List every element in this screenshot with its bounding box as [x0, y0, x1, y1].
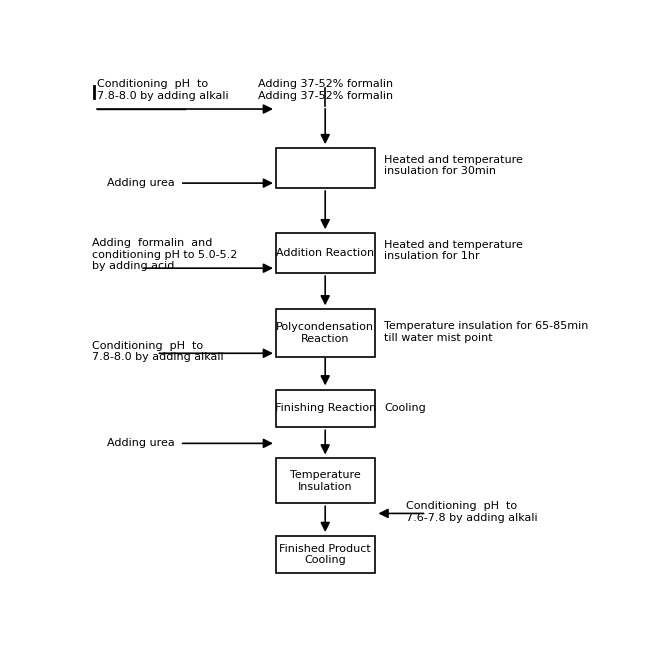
Text: Cooling: Cooling — [384, 404, 425, 413]
Bar — [276, 458, 375, 503]
Text: Finishing Reaction: Finishing Reaction — [275, 404, 376, 413]
Bar — [276, 309, 375, 357]
Text: Heated and temperature
insulation for 1hr: Heated and temperature insulation for 1h… — [384, 240, 523, 261]
Bar — [276, 148, 375, 188]
Text: Addition Reaction: Addition Reaction — [276, 248, 375, 258]
Text: Adding urea: Adding urea — [107, 438, 175, 448]
Bar — [276, 389, 375, 427]
Text: Temperature
Insulation: Temperature Insulation — [290, 470, 360, 491]
Bar — [276, 233, 375, 273]
Text: Conditioning  pH  to
7.8-8.0 by adding alkali: Conditioning pH to 7.8-8.0 by adding alk… — [92, 341, 223, 362]
Text: Adding urea: Adding urea — [107, 178, 175, 188]
Text: Adding  formalin  and
conditioning pH to 5.0-5.2
by adding acid: Adding formalin and conditioning pH to 5… — [92, 238, 237, 271]
Text: Conditioning  pH  to
7.6-7.8 by adding alkali: Conditioning pH to 7.6-7.8 by adding alk… — [406, 501, 537, 523]
Text: Polycondensation
Reaction: Polycondensation Reaction — [276, 322, 375, 344]
Text: Adding 37-52% formalin
Adding 37-52% formalin: Adding 37-52% formalin Adding 37-52% for… — [258, 79, 393, 101]
Text: Finished Product
Cooling: Finished Product Cooling — [279, 543, 371, 566]
Text: Heated and temperature
insulation for 30min: Heated and temperature insulation for 30… — [384, 155, 523, 176]
Bar — [276, 536, 375, 573]
Text: Temperature insulation for 65-85min
till water mist point: Temperature insulation for 65-85min till… — [384, 322, 588, 343]
Text: Conditioning  pH  to
7.8-8.0 by adding alkali: Conditioning pH to 7.8-8.0 by adding alk… — [96, 79, 228, 101]
